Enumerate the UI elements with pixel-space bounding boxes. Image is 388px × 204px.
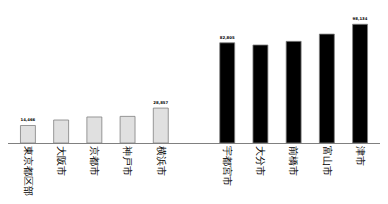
svg-text:東京都区部: 東京都区部 xyxy=(23,146,34,196)
svg-text:14,466: 14,466 xyxy=(20,117,35,122)
svg-text:富山市: 富山市 xyxy=(322,146,333,176)
svg-text:98,134: 98,134 xyxy=(353,16,368,21)
svg-text:82,805: 82,805 xyxy=(220,35,235,40)
svg-text:宇都宮市: 宇都宮市 xyxy=(222,146,233,186)
svg-text:大分市: 大分市 xyxy=(255,146,266,176)
svg-text:大阪市: 大阪市 xyxy=(56,146,67,176)
svg-text:28,857: 28,857 xyxy=(153,100,168,105)
svg-text:前橋市: 前橋市 xyxy=(288,146,299,176)
svg-text:神戸市: 神戸市 xyxy=(122,146,133,176)
svg-text:京都市: 京都市 xyxy=(89,146,100,176)
svg-text:津市: 津市 xyxy=(355,146,366,166)
svg-text:横浜市: 横浜市 xyxy=(156,146,167,176)
